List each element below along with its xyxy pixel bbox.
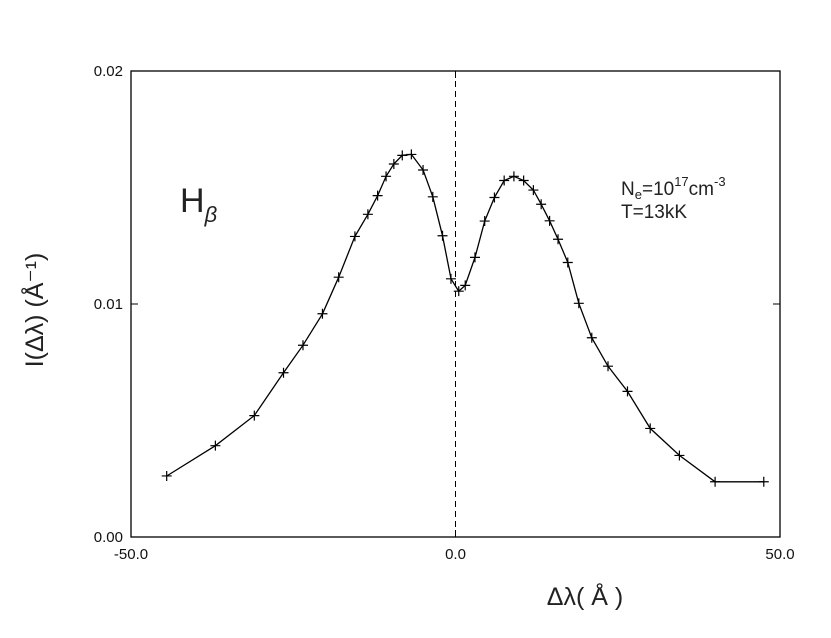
line-label: Hβ <box>180 182 218 227</box>
data-point-marker <box>437 230 448 241</box>
data-point-marker <box>562 257 573 268</box>
data-point-marker <box>297 340 308 351</box>
data-point-marker <box>645 423 656 434</box>
data-point-marker <box>406 149 417 160</box>
data-point-marker <box>381 171 392 182</box>
data-point-marker <box>508 171 519 182</box>
x-tick-label: 0.0 <box>445 546 466 563</box>
data-point-marker <box>622 386 633 397</box>
data-point-marker <box>603 361 614 372</box>
data-point-marker <box>489 192 500 203</box>
data-point-marker <box>553 234 564 245</box>
data-point-marker <box>499 175 510 186</box>
data-point-marker <box>249 410 260 421</box>
data-point-marker <box>161 470 172 481</box>
data-point-marker <box>518 175 529 186</box>
data-point-marker <box>397 150 408 161</box>
data-point-marker <box>362 209 373 220</box>
data-point-marker <box>710 476 721 487</box>
y-tick-label: 0.00 <box>94 529 123 546</box>
data-point-marker <box>469 252 480 263</box>
data-point-marker <box>210 440 221 451</box>
data-point-marker <box>544 215 555 226</box>
data-point-marker <box>479 216 490 227</box>
data-point-marker <box>278 367 289 378</box>
data-point-marker <box>349 231 360 242</box>
data-point-marker <box>460 280 471 291</box>
temperature-label: T=13kK <box>621 202 687 223</box>
y-axis-title: I(Δλ) (Å⁻¹) <box>19 253 49 368</box>
y-tick-label: 0.01 <box>94 296 123 313</box>
data-point-marker <box>453 286 464 297</box>
data-point-marker <box>317 308 328 319</box>
x-axis-title: Δλ( Å ) <box>547 581 623 611</box>
data-point-marker <box>388 158 399 169</box>
data-point-marker <box>427 191 438 202</box>
line-label-sub: β <box>204 202 218 227</box>
x-tick-label: -50.0 <box>114 546 148 563</box>
data-point-marker <box>528 185 539 196</box>
data-point-marker <box>445 273 456 284</box>
data-point-marker <box>536 199 547 210</box>
data-point-marker <box>372 190 383 201</box>
x-tick-label: 50.0 <box>765 546 794 563</box>
density-label: Ne=1017cm-3 <box>621 174 726 202</box>
data-point-marker <box>758 476 769 487</box>
data-point-marker <box>418 165 429 176</box>
y-tick-label: 0.02 <box>94 63 123 80</box>
data-point-marker <box>674 450 685 461</box>
data-point-marker <box>333 272 344 283</box>
data-point-marker <box>586 332 597 343</box>
data-point-marker <box>573 298 584 309</box>
line-label-main: H <box>180 182 205 220</box>
